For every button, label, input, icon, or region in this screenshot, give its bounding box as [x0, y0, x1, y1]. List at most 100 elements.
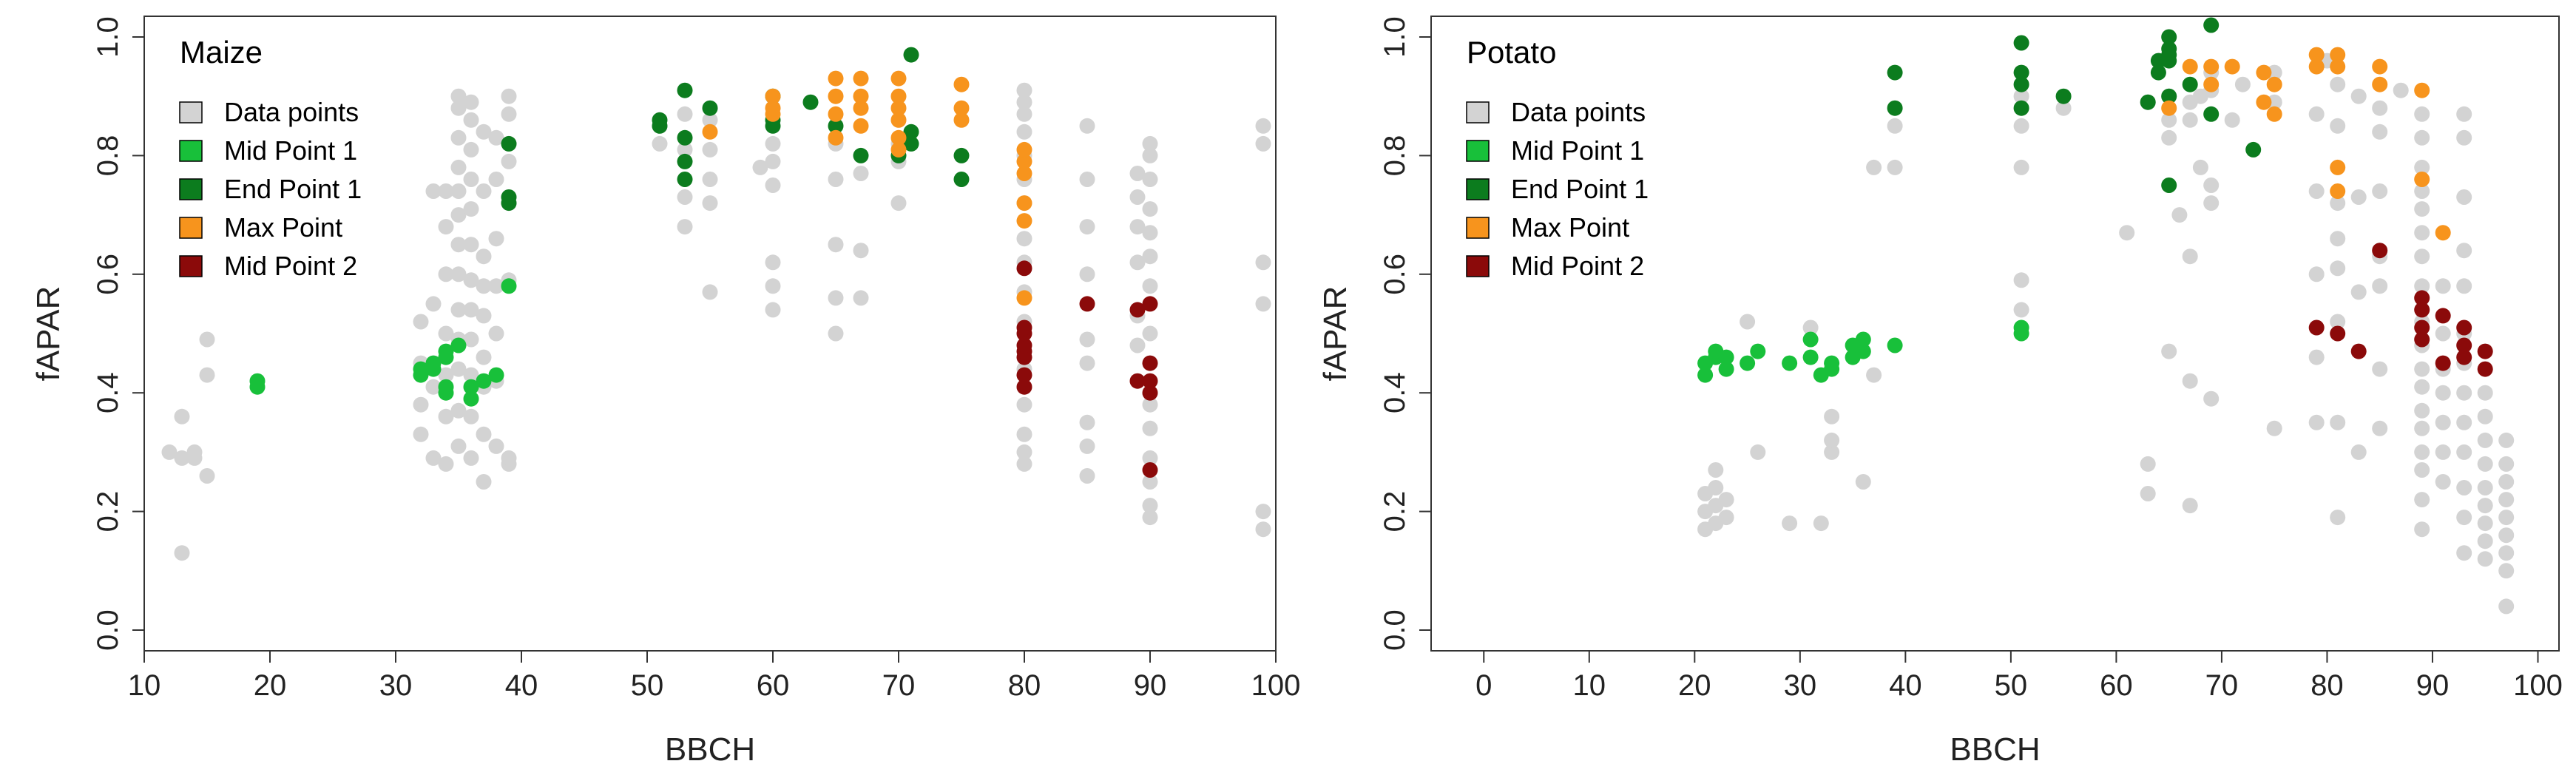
- data-point: [2477, 551, 2493, 567]
- data-point: [2330, 314, 2346, 330]
- data-point: [1866, 159, 1882, 175]
- data-point: [1255, 504, 1271, 520]
- data-point: [2477, 533, 2493, 549]
- data-point: [2414, 201, 2430, 217]
- data-point: [438, 266, 454, 283]
- data-point: [1079, 414, 1095, 430]
- data-point: [2498, 510, 2515, 526]
- data-point: [2414, 492, 2430, 508]
- data-point: [903, 47, 919, 63]
- data-point: [501, 278, 517, 294]
- data-point: [2161, 100, 2177, 116]
- data-point: [2330, 159, 2346, 175]
- panel-maize: 10 20 30 40 50 60 70 80 90 100 0.0 0.2 0.4 0.6 0.8 1.0 B…: [30, 16, 1300, 768]
- data-point: [425, 450, 442, 466]
- legend-swatch: [179, 140, 203, 162]
- data-point: [1142, 462, 1158, 478]
- x-tick-label: 80: [1008, 669, 1041, 702]
- data-point: [853, 147, 869, 163]
- data-point: [413, 396, 429, 413]
- data-point: [1708, 462, 1724, 478]
- legend-swatch: [1466, 255, 1490, 277]
- data-point: [425, 379, 442, 395]
- data-point: [1802, 349, 1819, 365]
- data-point: [2013, 88, 2029, 104]
- legend: Data points Mid Point 1 End Point 1 Max Poi…: [179, 97, 362, 281]
- data-point: [890, 70, 907, 87]
- data-point: [2308, 349, 2325, 365]
- data-point: [2203, 106, 2220, 122]
- data-point: [890, 112, 907, 128]
- data-point: [652, 135, 668, 152]
- data-point: [2414, 159, 2430, 175]
- series-data-points: [1697, 53, 2515, 615]
- data-point: [2055, 100, 2072, 116]
- data-point: [2308, 106, 2325, 122]
- data-point: [677, 82, 693, 98]
- data-point: [2498, 456, 2515, 472]
- data-point: [1129, 373, 1146, 389]
- x-tick-label: 30: [1784, 669, 1817, 702]
- data-point: [702, 172, 718, 187]
- data-point: [2266, 106, 2282, 122]
- data-point: [2414, 172, 2430, 187]
- data-point: [2498, 545, 2515, 561]
- plot-frame: [143, 16, 1277, 652]
- panel-title: Potato: [1467, 35, 1556, 70]
- data-point: [2372, 183, 2388, 199]
- legend-swatch: [1466, 140, 1490, 162]
- data-point: [1016, 337, 1032, 354]
- data-point: [1855, 474, 1871, 490]
- data-point: [1887, 100, 1903, 116]
- y-tick-label: 0.4: [92, 372, 124, 413]
- data-point: [2456, 545, 2472, 561]
- data-point: [677, 129, 693, 146]
- data-point: [1142, 420, 1158, 436]
- data-point: [2477, 498, 2493, 514]
- data-point: [853, 166, 869, 181]
- data-point: [1142, 135, 1158, 152]
- data-point: [413, 361, 429, 377]
- data-point: [953, 100, 970, 116]
- data-point: [1718, 361, 1734, 377]
- data-point: [413, 426, 429, 442]
- data-point: [2192, 159, 2208, 175]
- data-point: [2372, 361, 2388, 377]
- data-point: [2330, 195, 2346, 212]
- x-tick-label: 20: [254, 669, 287, 702]
- data-point: [1142, 147, 1158, 163]
- data-point: [953, 147, 970, 163]
- data-point: [1079, 172, 1095, 187]
- data-point: [1079, 438, 1095, 454]
- data-point: [476, 308, 492, 324]
- data-point: [2498, 527, 2515, 544]
- series-end-point-1: [1887, 17, 2262, 193]
- data-point: [2182, 58, 2198, 75]
- data-point: [450, 402, 467, 419]
- series-mid-point-1: [1697, 319, 2029, 383]
- data-point: [1142, 201, 1158, 217]
- data-point: [2477, 480, 2493, 495]
- plot-frame: [1430, 16, 2560, 652]
- data-point: [1016, 195, 1032, 212]
- data-point: [828, 237, 844, 253]
- data-point: [2203, 58, 2220, 75]
- series-mid-point-2: [1016, 260, 1158, 478]
- data-point: [450, 88, 467, 104]
- data-point: [2372, 100, 2388, 116]
- data-point: [2350, 189, 2367, 205]
- legend-swatch: [179, 178, 203, 200]
- data-point: [1079, 331, 1095, 348]
- data-point: [438, 456, 454, 472]
- data-point: [802, 94, 819, 110]
- data-point: [438, 183, 454, 199]
- data-point: [828, 325, 844, 342]
- data-point: [438, 219, 454, 235]
- data-point: [1142, 510, 1158, 526]
- data-point: [476, 373, 492, 389]
- data-point: [463, 302, 479, 318]
- data-point: [1142, 296, 1158, 312]
- legend-swatch: [179, 255, 203, 277]
- data-point: [2182, 112, 2198, 128]
- data-point: [1142, 396, 1158, 413]
